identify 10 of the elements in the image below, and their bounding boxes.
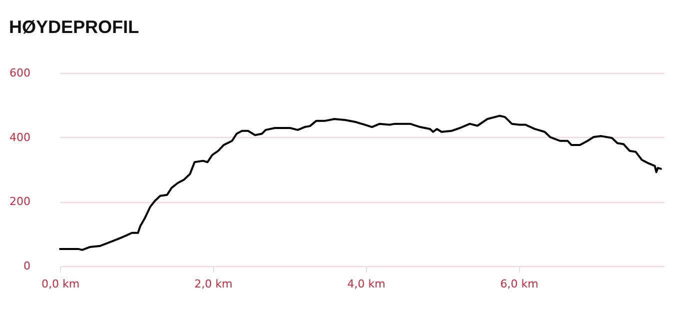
y-tick-label: 0 bbox=[24, 260, 30, 272]
x-tick-label: 2,0 km bbox=[194, 278, 232, 290]
x-tick-label: 6,0 km bbox=[500, 278, 538, 290]
y-tick-label: 600 bbox=[10, 66, 30, 80]
chart-title: HØYDEPROFIL bbox=[9, 17, 140, 37]
x-tick-label: 0,0 km bbox=[41, 278, 80, 290]
y-tick-label: 200 bbox=[10, 195, 30, 208]
x-tick-label: 4,0 km bbox=[347, 278, 386, 290]
y-tick-label: 400 bbox=[10, 130, 30, 144]
line-series bbox=[59, 114, 662, 251]
